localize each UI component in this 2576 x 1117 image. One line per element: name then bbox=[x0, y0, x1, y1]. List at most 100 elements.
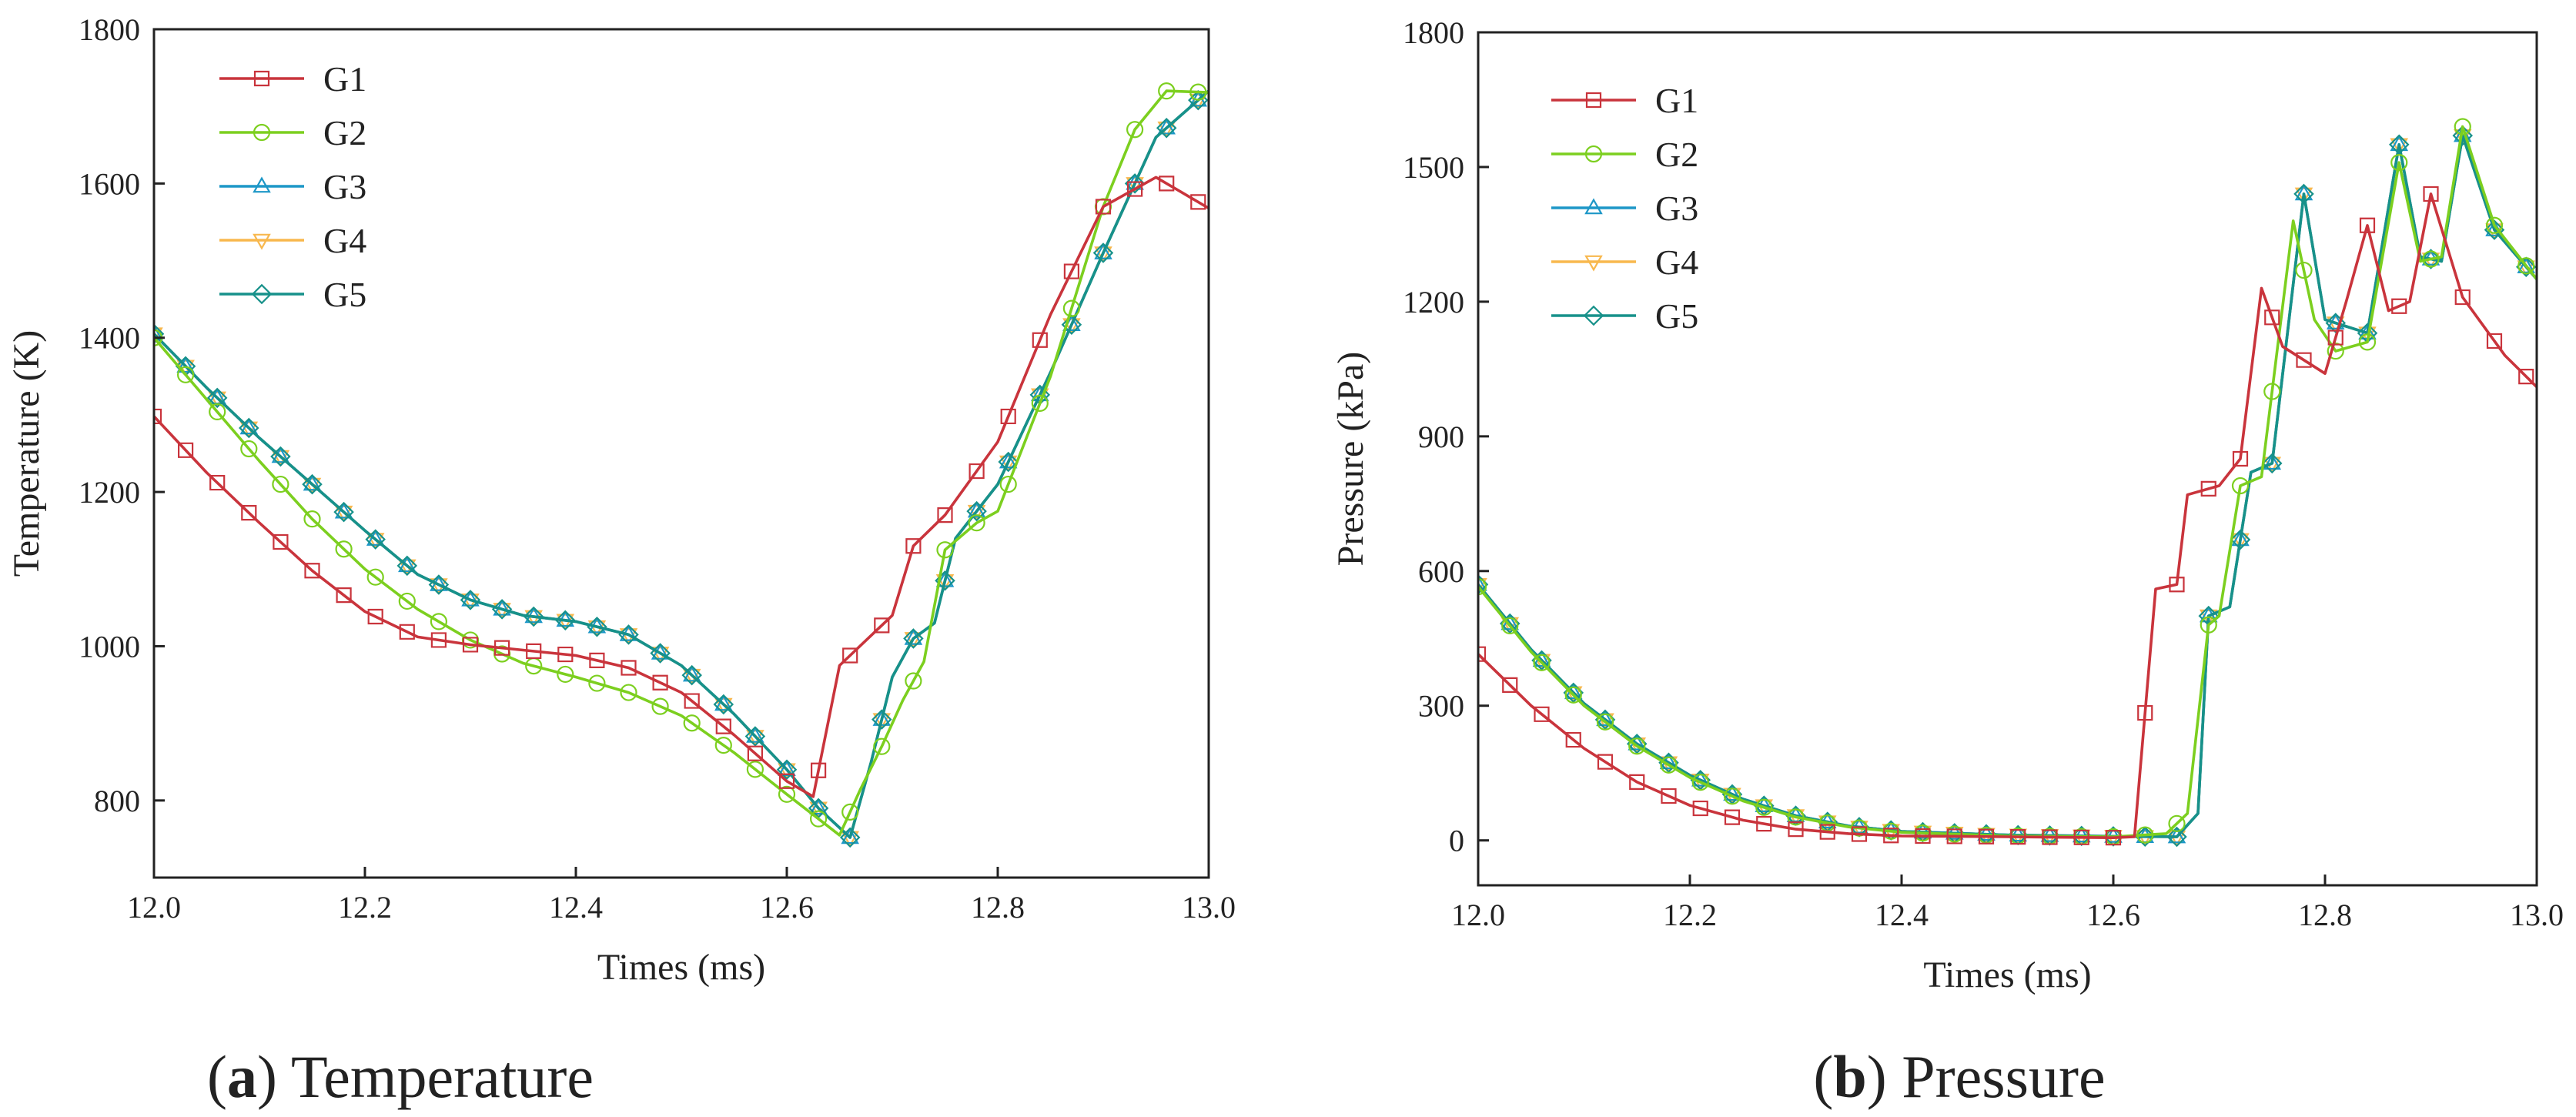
marker-G4 bbox=[2517, 260, 2536, 277]
x-tick-label: 12.2 bbox=[1663, 898, 1717, 932]
marker-G5 bbox=[523, 606, 544, 627]
series-markers-G5 bbox=[154, 89, 1209, 848]
marker-G2 bbox=[714, 736, 732, 754]
marker-G1 bbox=[494, 640, 510, 656]
marker-G3 bbox=[398, 556, 417, 573]
marker-G3 bbox=[746, 726, 764, 743]
marker-G5 bbox=[1156, 117, 1177, 139]
marker-G2 bbox=[2390, 154, 2408, 172]
marker-G3 bbox=[176, 356, 195, 373]
marker-G1 bbox=[304, 563, 320, 579]
x-tick-label: 12.6 bbox=[2086, 898, 2140, 932]
legend-label-G4: G4 bbox=[1655, 242, 1698, 282]
marker-G5 bbox=[966, 500, 987, 522]
marker-G4 bbox=[841, 831, 859, 848]
marker-G1 bbox=[1851, 826, 1868, 842]
marker-G2 bbox=[778, 785, 796, 803]
marker-G2 bbox=[2231, 477, 2250, 495]
marker-G2 bbox=[366, 568, 384, 586]
series-line-G1 bbox=[1478, 192, 2537, 839]
marker-G5 bbox=[2420, 249, 2441, 269]
marker-G5 bbox=[871, 709, 892, 730]
y-axis-title: Temperature (K) bbox=[6, 330, 47, 577]
marker-G2 bbox=[1596, 713, 1614, 731]
y-tick-label: 1800 bbox=[1403, 15, 1464, 50]
marker-G4 bbox=[682, 668, 701, 685]
y-tick-label: 1200 bbox=[1403, 285, 1464, 319]
marker-G1 bbox=[1000, 408, 1016, 425]
marker-G2 bbox=[1501, 617, 1519, 635]
marker-G1 bbox=[1095, 199, 1112, 215]
marker-G2 bbox=[2485, 216, 2504, 234]
series-markers-G1 bbox=[154, 176, 1206, 789]
legend-item-G2: G2 bbox=[219, 113, 366, 152]
y-tick-label: 600 bbox=[1418, 554, 1464, 589]
marker-G1 bbox=[1915, 828, 1931, 844]
marker-G5 bbox=[839, 827, 861, 848]
marker-G4 bbox=[366, 533, 385, 550]
caption-a-close-paren: ) bbox=[257, 1043, 291, 1110]
marker-G5 bbox=[776, 759, 798, 781]
legend-item-G1: G1 bbox=[219, 59, 366, 99]
marker-G1 bbox=[1565, 731, 1581, 748]
marker-G2 bbox=[2136, 826, 2154, 844]
marker-G1 bbox=[336, 587, 352, 604]
marker-G4 bbox=[303, 477, 322, 494]
marker-G1 bbox=[1478, 646, 1487, 662]
legend-marker-G5 bbox=[251, 283, 273, 305]
marker-G5 bbox=[396, 555, 418, 577]
marker-G2 bbox=[240, 440, 258, 458]
series-markers-G3 bbox=[154, 90, 1208, 844]
marker-G1 bbox=[1502, 677, 1518, 694]
marker-G5 bbox=[239, 417, 259, 439]
chart-temperature: 12.0 12.2 12.4 12.6 12.8 13.0 800 1000 1200 1400 1… bbox=[6, 12, 1236, 988]
x-axis-title: Times (ms) bbox=[1923, 955, 2091, 995]
marker-G1 bbox=[1629, 774, 1645, 790]
marker-G2 bbox=[1564, 686, 1582, 704]
series-line-G3 bbox=[1478, 134, 2537, 838]
marker-G4 bbox=[398, 559, 417, 576]
marker-G5 bbox=[460, 590, 481, 610]
marker-G1 bbox=[1883, 828, 1899, 844]
marker-G1 bbox=[2391, 298, 2407, 314]
marker-G4 bbox=[208, 391, 226, 408]
marker-G2 bbox=[1533, 654, 1551, 671]
marker-G2 bbox=[303, 510, 321, 528]
marker-G1 bbox=[526, 643, 542, 659]
marker-G1 bbox=[154, 408, 162, 425]
marker-G5 bbox=[2166, 826, 2187, 848]
marker-G3 bbox=[239, 418, 259, 435]
legend-item-G1: G1 bbox=[1551, 81, 1698, 120]
marker-G1 bbox=[842, 647, 858, 664]
x-tick-label: 12.8 bbox=[971, 890, 1025, 925]
marker-G1 bbox=[2010, 829, 2026, 845]
marker-G3 bbox=[999, 452, 1018, 469]
legend-marker-G2 bbox=[1584, 145, 1603, 163]
marker-G1 bbox=[2105, 830, 2122, 846]
marker-G4 bbox=[1157, 121, 1176, 138]
marker-G4 bbox=[1126, 177, 1144, 193]
marker-G2 bbox=[2327, 342, 2344, 360]
marker-G5 bbox=[681, 664, 702, 686]
marker-G3 bbox=[841, 828, 859, 844]
marker-G1 bbox=[811, 762, 827, 778]
marker-G2 bbox=[746, 761, 764, 778]
series-line-G4 bbox=[1478, 134, 2537, 838]
marker-G5 bbox=[555, 610, 576, 631]
caption-b: (b) Pressure bbox=[1813, 1043, 2105, 1110]
marker-G1 bbox=[1534, 706, 1550, 722]
series-markers-G1 bbox=[1478, 186, 2534, 846]
marker-G2 bbox=[1787, 808, 1805, 826]
marker-G2 bbox=[557, 665, 574, 684]
marker-G1 bbox=[1978, 828, 1995, 844]
axes-frame bbox=[152, 28, 1210, 879]
caption-b-title: Pressure bbox=[1902, 1043, 2105, 1110]
marker-G5 bbox=[2484, 219, 2505, 240]
marker-G4 bbox=[334, 505, 353, 522]
marker-G2 bbox=[968, 514, 985, 532]
marker-G4 bbox=[967, 504, 986, 521]
marker-G2 bbox=[1628, 737, 1646, 755]
marker-G5 bbox=[2230, 529, 2251, 550]
series-markers-G3 bbox=[1478, 125, 2536, 844]
marker-G2 bbox=[1755, 798, 1773, 816]
